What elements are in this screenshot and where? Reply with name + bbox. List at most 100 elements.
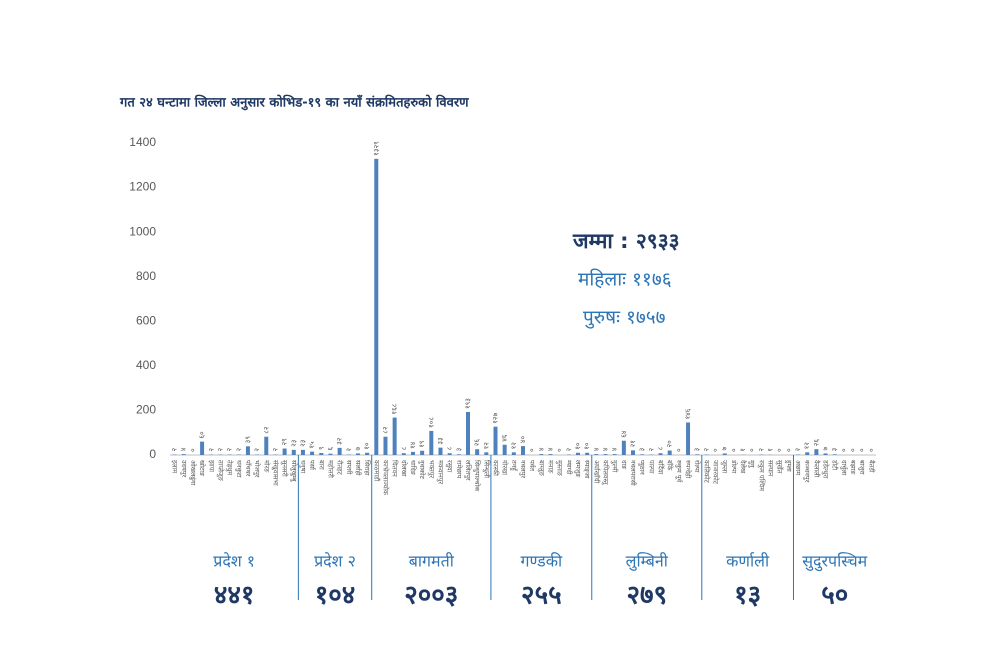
group-total: ४४१ xyxy=(214,581,255,611)
value-label: ४ xyxy=(592,447,600,451)
value-label: ० xyxy=(858,448,866,452)
value-label: २ xyxy=(216,448,224,452)
value-label: २० xyxy=(666,440,674,448)
bar xyxy=(613,454,617,455)
bar xyxy=(659,453,663,455)
x-tick-label: ताप्लेजुङ xyxy=(216,460,224,482)
x-tick-label: मुगु xyxy=(748,460,756,469)
bar xyxy=(686,422,690,455)
bar xyxy=(457,454,461,455)
x-tick-label: बाँके xyxy=(666,460,674,471)
value-label: ० xyxy=(748,448,756,452)
value-label: ० xyxy=(675,448,683,452)
value-label: २३ xyxy=(299,439,307,447)
value-label: १० xyxy=(583,442,591,450)
value-label: २ xyxy=(253,448,261,452)
x-tick-label: बर्दिया xyxy=(657,460,665,475)
value-label: ६० xyxy=(198,431,206,439)
bar xyxy=(585,453,589,455)
x-tick-label: कालिकोट xyxy=(702,460,710,483)
group-name: प्रदेश २ xyxy=(314,552,356,571)
x-tick-label: भोजपुर xyxy=(253,460,261,478)
chart-title: गत २४ घन्टामा जिल्ला अनुसार कोभिड-१९ का … xyxy=(119,95,469,111)
bar xyxy=(503,445,507,455)
value-label: २९ xyxy=(281,438,289,446)
value-label: ४ xyxy=(611,447,619,451)
x-tick-label: सोलुखुम्बु xyxy=(290,460,298,483)
x-tick-label: भक्तपुर xyxy=(427,460,435,478)
value-label: ४० xyxy=(519,435,527,443)
bar xyxy=(484,452,488,455)
value-label: ३ xyxy=(831,447,839,451)
value-label: ० xyxy=(528,448,536,452)
bar xyxy=(365,453,369,455)
bar xyxy=(448,453,452,455)
value-label: ४ xyxy=(537,447,545,451)
group-total: २००३ xyxy=(404,581,458,611)
x-tick-label: तनहुँ xyxy=(509,460,518,472)
value-label: २६ xyxy=(812,439,820,447)
x-tick-label: बाग्लुङ xyxy=(537,460,545,477)
x-tick-label: दार्चुला xyxy=(840,460,848,476)
value-label: ८२ xyxy=(262,426,270,434)
value-label: ० xyxy=(849,448,857,452)
x-tick-label: कपिलवस्तु xyxy=(602,460,610,486)
x-tick-label: नवलपरासी xyxy=(629,460,637,486)
x-tick-label: संखुवासभा xyxy=(271,460,279,486)
value-label: ६४ xyxy=(620,430,628,438)
x-tick-label: नुवाकोट xyxy=(418,460,426,480)
group-total: १०४ xyxy=(315,581,356,611)
x-tick-label: मनाङ xyxy=(547,460,555,474)
y-tick-label: 400 xyxy=(136,358,156,372)
value-label: १ xyxy=(767,448,775,452)
bar xyxy=(328,454,332,455)
value-label: ३ xyxy=(638,447,646,451)
value-label: २ xyxy=(235,448,243,452)
x-tick-label: चितवन xyxy=(391,460,399,477)
value-label: २ xyxy=(702,448,710,452)
bar xyxy=(824,453,828,455)
bar xyxy=(466,412,470,455)
x-tick-label: डोटी xyxy=(831,459,839,470)
bar xyxy=(475,449,479,455)
value-label: ४ xyxy=(180,447,188,451)
x-tick-label: जुम्ला xyxy=(721,460,729,473)
x-tick-label: ललितपुर xyxy=(464,460,472,481)
y-tick-label: 0 xyxy=(149,447,156,461)
value-label: १० xyxy=(363,442,371,450)
y-tick-label: 1400 xyxy=(129,135,156,149)
value-label: ० xyxy=(785,448,793,452)
value-label: १५ xyxy=(308,441,316,449)
x-tick-label: काभ्रेपलाञ्चोक xyxy=(381,460,389,496)
x-tick-label: झापा xyxy=(207,460,215,472)
x-tick-label: कास्की xyxy=(491,460,499,476)
bar xyxy=(429,431,433,455)
x-tick-label: महोत्तरी xyxy=(326,460,334,478)
x-tick-label: बझाङ xyxy=(849,460,857,475)
x-tick-label: रुपन्देही xyxy=(684,460,692,478)
x-tick-label: दोलखा xyxy=(400,460,408,477)
bar xyxy=(594,454,598,455)
x-tick-label: मुस्ताङ xyxy=(556,460,564,477)
value-label: ७ xyxy=(721,446,729,450)
bar xyxy=(833,454,837,455)
x-tick-label: डोल्पा xyxy=(730,459,738,474)
value-label: ८२ xyxy=(381,426,389,434)
x-tick-label: सर्लाही xyxy=(354,460,362,476)
value-label: ८ xyxy=(657,446,665,450)
value-label: ४६ xyxy=(501,434,509,442)
value-label: १४६ xyxy=(684,408,692,419)
value-label: १९ xyxy=(418,440,426,448)
value-label: १३२९ xyxy=(372,141,380,156)
value-label: ० xyxy=(776,448,784,452)
value-label: २ xyxy=(226,448,234,452)
x-tick-label: बैतडी xyxy=(867,460,875,473)
group-name: सुदुरपस्चिम xyxy=(802,552,867,572)
y-tick-label: 1200 xyxy=(129,180,156,194)
value-label: २ xyxy=(171,448,179,452)
x-tick-label: कञ्चनपुर xyxy=(803,460,811,483)
x-tick-label: धनुषा xyxy=(299,460,307,473)
value-label: ३२ xyxy=(336,437,344,445)
bar xyxy=(338,448,342,455)
